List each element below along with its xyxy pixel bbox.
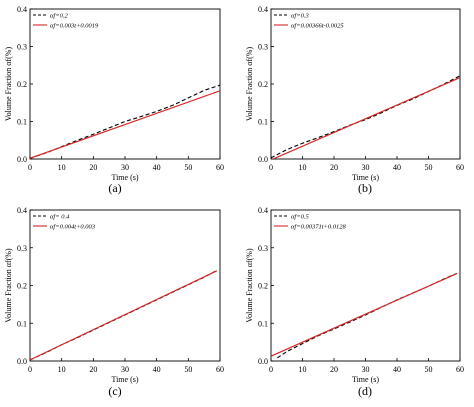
- legend-entry: αf=0.00371t+0.0128: [291, 224, 347, 231]
- legend-entry: αf=0.003t+0.0019: [50, 23, 99, 30]
- x-tick-label: 40: [393, 365, 401, 374]
- legend-entry: αf=0.004t+0.003: [50, 224, 96, 231]
- y-tick-label: 0.4: [17, 5, 27, 14]
- y-tick-label: 0.3: [258, 43, 268, 52]
- x-tick-label: 0: [28, 163, 32, 172]
- y-tick-label: 0.0: [17, 357, 27, 366]
- x-tick-label: 50: [425, 163, 433, 172]
- legend-entry: αf=0.00366t-0.0025: [291, 23, 344, 30]
- x-tick-label: 10: [58, 365, 66, 374]
- x-tick-label: 50: [425, 365, 433, 374]
- x-axis-label: Time (s): [111, 375, 138, 384]
- x-axis-label: Time (s): [111, 173, 138, 182]
- x-tick-label: 60: [456, 365, 464, 374]
- y-tick-label: 0.0: [17, 155, 27, 164]
- y-axis-label: Volume Fraction αf(%): [4, 248, 13, 323]
- legend-entry: αf=0.2: [50, 13, 68, 20]
- x-tick-label: 20: [89, 163, 97, 172]
- x-tick-label: 60: [456, 163, 464, 172]
- series-line-dashed: [30, 84, 220, 159]
- x-tick-label: 30: [362, 365, 370, 374]
- panel-label: (b): [358, 181, 372, 195]
- chart-panel: 0 10 20 30 40 50 60 0.0 0.1 0.2 0.3 0.4 Time (s) Volu…: [4, 206, 224, 398]
- x-tick-label: 20: [89, 365, 97, 374]
- chart-panel: 0 10 20 30 40 50 60 0.0 0.1 0.2 0.3 0.4 Time (s) Volu…: [245, 206, 464, 398]
- x-tick-label: 30: [362, 163, 370, 172]
- series-line-fit: [271, 272, 458, 357]
- y-tick-label: 0.2: [17, 80, 27, 89]
- legend-entry: αf= 0.4: [50, 214, 70, 221]
- plot-frame: [270, 8, 461, 160]
- x-tick-label: 20: [330, 365, 338, 374]
- x-tick-label: 0: [269, 163, 273, 172]
- series-line-fit: [30, 90, 220, 159]
- y-tick-label: 0.1: [17, 118, 27, 127]
- series-line-fit: [30, 270, 218, 361]
- panel-label: (d): [358, 384, 372, 398]
- y-tick-label: 0.3: [17, 244, 27, 253]
- y-tick-label: 0.2: [258, 282, 268, 291]
- x-axis-label: Time (s): [352, 173, 379, 182]
- x-axis-label: Time (s): [352, 375, 379, 384]
- y-tick-label: 0.4: [258, 206, 268, 215]
- x-tick-label: 60: [216, 365, 224, 374]
- y-tick-label: 0.4: [17, 206, 27, 215]
- x-tick-label: 40: [153, 163, 161, 172]
- plot-frame: [29, 209, 221, 362]
- y-tick-label: 0.1: [258, 118, 268, 127]
- x-tick-label: 10: [58, 163, 66, 172]
- series-line-dashed: [276, 272, 458, 359]
- x-tick-label: 30: [121, 163, 129, 172]
- legend-entry: αf=0.3: [291, 13, 309, 20]
- x-tick-label: 30: [121, 365, 129, 374]
- y-tick-label: 0.2: [258, 80, 268, 89]
- x-tick-label: 40: [153, 365, 161, 374]
- y-tick-label: 0.3: [17, 43, 27, 52]
- x-tick-label: 0: [269, 365, 273, 374]
- y-axis-label: Volume Fraction αf(%): [245, 47, 254, 122]
- panel-label: (c): [108, 384, 121, 398]
- x-tick-label: 10: [299, 365, 307, 374]
- x-tick-label: 50: [184, 163, 192, 172]
- plot-frame: [270, 209, 461, 362]
- x-tick-label: 20: [330, 163, 338, 172]
- y-tick-label: 0.4: [258, 5, 268, 14]
- y-tick-label: 0.1: [258, 319, 268, 328]
- series-line-dashed: [271, 75, 460, 159]
- y-tick-label: 0.3: [258, 244, 268, 253]
- x-tick-label: 0: [28, 365, 32, 374]
- plot-frame: [29, 8, 221, 160]
- y-axis-label: Volume Fraction αf(%): [4, 47, 13, 122]
- y-tick-label: 0.2: [17, 282, 27, 291]
- y-axis-label: Volume Fraction αf(%): [245, 248, 254, 323]
- legend-entry: αf=0.5: [291, 214, 309, 221]
- chart-panel: 0 10 20 30 40 50 60 0.0 0.1 0.2 0.3 0.4 Time (s) Volu…: [4, 5, 224, 195]
- x-tick-label: 10: [299, 163, 307, 172]
- y-tick-label: 0.1: [17, 319, 27, 328]
- x-tick-label: 40: [393, 163, 401, 172]
- y-tick-label: 0.0: [258, 155, 268, 164]
- x-tick-label: 60: [216, 163, 224, 172]
- x-tick-label: 50: [184, 365, 192, 374]
- panel-label: (a): [108, 181, 121, 195]
- chart-panel: 0 10 20 30 40 50 60 0.0 0.1 0.2 0.3 0.4 Time (s) Volu…: [245, 5, 464, 195]
- series-line-fit: [271, 77, 460, 159]
- y-tick-label: 0.0: [258, 357, 268, 366]
